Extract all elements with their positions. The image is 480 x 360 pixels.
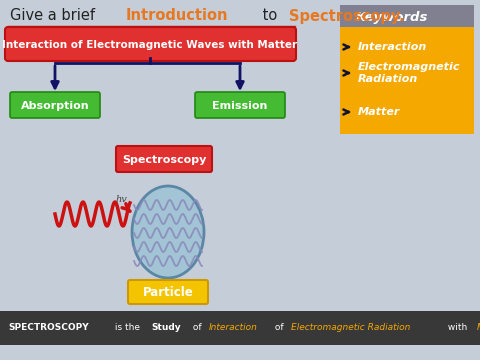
Text: of: of [272, 324, 287, 333]
FancyBboxPatch shape [116, 146, 212, 172]
Text: with: with [444, 324, 470, 333]
Text: SPECTROSCOPY: SPECTROSCOPY [8, 324, 89, 333]
Text: Spectroscopy.: Spectroscopy. [288, 9, 404, 23]
FancyBboxPatch shape [0, 311, 480, 345]
Text: Keywords: Keywords [356, 10, 428, 23]
Text: Introduction: Introduction [126, 9, 228, 23]
FancyBboxPatch shape [128, 280, 208, 304]
FancyBboxPatch shape [5, 27, 296, 61]
Text: Particle: Particle [143, 287, 193, 300]
Text: Study: Study [152, 324, 181, 333]
FancyBboxPatch shape [195, 92, 285, 118]
FancyBboxPatch shape [340, 27, 474, 134]
Text: is the: is the [112, 324, 143, 333]
Text: Interaction of Electromagnetic Waves with Matter: Interaction of Electromagnetic Waves wit… [2, 40, 298, 50]
Text: Interaction: Interaction [358, 42, 427, 52]
FancyBboxPatch shape [10, 92, 100, 118]
Text: Give a brief: Give a brief [10, 9, 100, 23]
Text: Electromagnetic
Radiation: Electromagnetic Radiation [358, 62, 460, 84]
Text: of: of [190, 324, 204, 333]
Text: Absorption: Absorption [21, 101, 89, 111]
Text: Spectroscopy: Spectroscopy [122, 155, 206, 165]
Text: Electromagnetic Radiation: Electromagnetic Radiation [290, 324, 410, 333]
Text: Interaction: Interaction [209, 324, 258, 333]
Text: Matter: Matter [358, 107, 400, 117]
Text: to: to [258, 9, 282, 23]
Text: Matter: Matter [477, 324, 480, 333]
Ellipse shape [132, 186, 204, 278]
Text: Emission: Emission [212, 101, 268, 111]
FancyBboxPatch shape [340, 5, 474, 27]
Text: hv: hv [116, 195, 128, 204]
